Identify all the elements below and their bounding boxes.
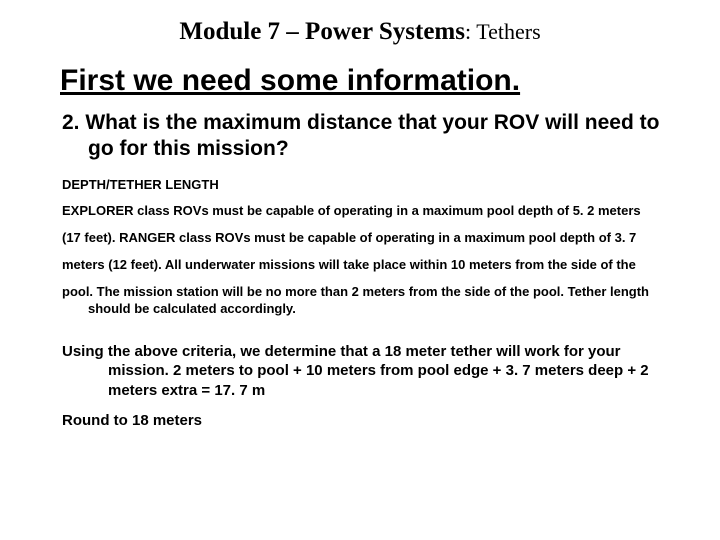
body-paragraph: DEPTH/TETHER LENGTH (40, 177, 680, 194)
slide-title: Module 7 – Power Systems: Tethers (40, 18, 680, 46)
body-paragraph: (17 feet). RANGER class ROVs must be cap… (40, 230, 680, 247)
body-paragraph: EXPLORER class ROVs must be capable of o… (40, 203, 680, 220)
body-paragraph: meters (12 feet). All underwater mission… (40, 257, 680, 274)
title-main: Module 7 – Power Systems (179, 18, 465, 45)
slide: Module 7 – Power Systems: Tethers First … (0, 0, 720, 540)
title-sub: : Tethers (465, 19, 541, 44)
conclusion-text: Using the above criteria, we determine t… (40, 342, 680, 401)
question-text: 2. What is the maximum distance that you… (40, 110, 680, 163)
body-paragraph: pool. The mission station will be no mor… (40, 284, 680, 318)
round-text: Round to 18 meters (40, 412, 680, 429)
section-heading: First we need some information. (60, 64, 680, 98)
